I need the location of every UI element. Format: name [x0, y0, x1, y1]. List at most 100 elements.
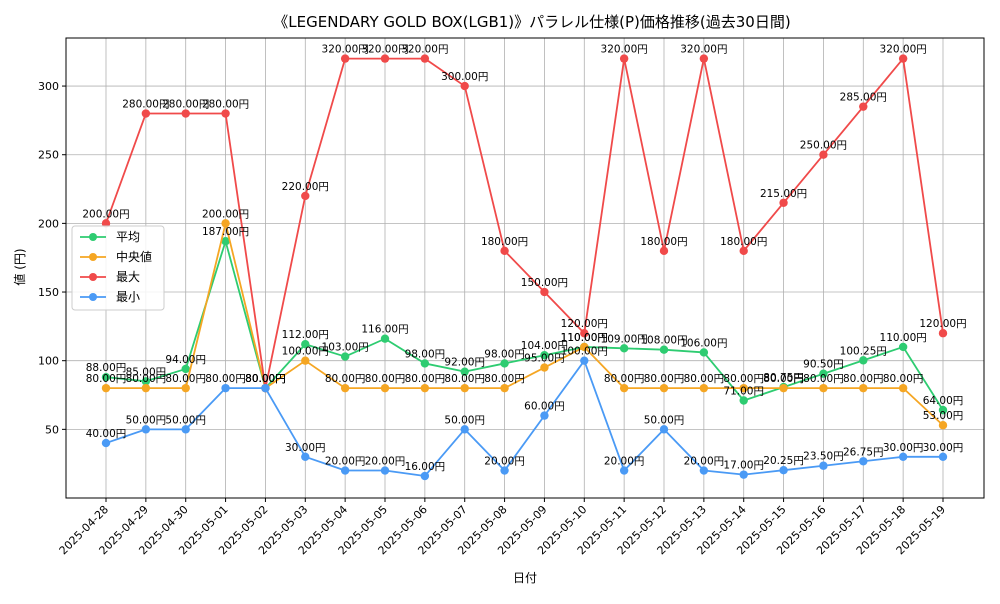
legend-marker — [89, 273, 97, 281]
data-point — [619, 466, 629, 475]
data-point — [898, 383, 908, 393]
data-label: 80.00円 — [604, 373, 645, 385]
data-label: 80.00円 — [245, 373, 286, 385]
data-point — [580, 329, 589, 338]
legend-label: 最小 — [116, 290, 140, 304]
data-point — [101, 438, 111, 448]
data-label: 100.00円 — [282, 346, 329, 358]
data-point — [181, 364, 190, 374]
data-label: 85.00円 — [126, 366, 167, 378]
data-point — [699, 466, 709, 475]
data-point — [659, 246, 669, 256]
data-label: 215.00円 — [760, 188, 807, 200]
data-point — [301, 191, 310, 201]
data-label: 53.00円 — [923, 410, 964, 422]
data-label: 320.00円 — [601, 44, 648, 56]
data-point — [859, 102, 868, 111]
data-label: 100.00円 — [561, 346, 608, 358]
y-tick-label: 250 — [38, 149, 59, 162]
data-point — [340, 54, 350, 63]
data-point — [141, 109, 151, 118]
data-point — [540, 287, 549, 297]
data-label: 20.00円 — [365, 456, 406, 468]
data-point — [898, 54, 908, 63]
data-point — [141, 383, 151, 393]
data-label: 92.00円 — [444, 357, 485, 369]
data-label: 187.00円 — [202, 226, 249, 238]
chart-title: 《LEGENDARY GOLD BOX(LGB1)》パラレル仕様(P)価格推移(… — [273, 13, 790, 31]
data-point — [380, 466, 390, 475]
data-point — [739, 383, 748, 393]
data-label: 80.00円 — [684, 373, 725, 385]
data-point — [181, 425, 190, 434]
data-point — [420, 471, 430, 481]
data-label: 150.00円 — [521, 277, 568, 289]
data-point — [540, 363, 549, 372]
series-layer — [101, 54, 948, 481]
data-point — [619, 383, 629, 393]
data-label: 285.00円 — [840, 92, 887, 104]
data-point — [340, 466, 350, 475]
data-label: 60.00円 — [524, 401, 565, 413]
data-point — [181, 109, 190, 118]
data-point — [699, 383, 709, 393]
data-point — [301, 452, 310, 462]
data-label: 80.00円 — [484, 373, 525, 385]
data-point — [898, 452, 908, 462]
data-label: 80.00円 — [205, 373, 246, 385]
legend-marker — [89, 293, 97, 301]
data-point — [659, 345, 669, 354]
data-label: 180.00円 — [481, 236, 528, 248]
data-label: 16.00円 — [405, 461, 446, 473]
data-label: 80.00円 — [86, 373, 127, 385]
data-label: 109.00円 — [601, 333, 648, 345]
data-point — [779, 465, 788, 475]
data-label: 80.00円 — [165, 373, 206, 385]
data-label: 320.00円 — [361, 44, 408, 56]
data-label: 80.00円 — [444, 373, 485, 385]
data-label: 20.00円 — [484, 456, 525, 468]
data-label: 80.00円 — [723, 373, 764, 385]
data-point — [938, 329, 948, 338]
data-point — [141, 425, 151, 434]
data-label: 90.50円 — [803, 359, 844, 371]
data-label: 80.00円 — [245, 373, 286, 385]
data-label: 80.00円 — [763, 373, 804, 385]
data-point — [619, 54, 629, 63]
data-point — [221, 219, 230, 228]
data-label: 80.00円 — [843, 373, 884, 385]
data-point — [859, 356, 868, 365]
data-point — [500, 383, 509, 393]
data-label: 112.00円 — [282, 329, 329, 341]
y-tick-label: 100 — [38, 355, 59, 368]
data-label: 180.00円 — [720, 236, 767, 248]
data-label: 108.00円 — [640, 335, 687, 347]
data-point — [898, 342, 908, 352]
data-point — [141, 377, 151, 386]
data-label: 320.00円 — [322, 44, 369, 56]
data-label: 110.00円 — [561, 332, 608, 344]
data-label: 320.00円 — [680, 44, 727, 56]
data-label: 23.50円 — [803, 451, 844, 463]
data-label: 80.00円 — [644, 373, 685, 385]
data-point — [540, 350, 549, 360]
data-point — [301, 340, 310, 349]
data-label: 80.00円 — [126, 373, 167, 385]
data-point — [819, 150, 828, 159]
data-label: 71.00円 — [723, 386, 764, 398]
data-labels: 88.00円 85.00円94.00円187.00円80.00円112.00円10… — [82, 44, 966, 473]
data-point — [938, 452, 948, 462]
legend-marker — [89, 253, 97, 261]
legend-label: 平均 — [116, 230, 140, 244]
data-point — [938, 421, 948, 430]
grid — [66, 38, 984, 498]
data-point — [221, 237, 230, 246]
series-line-3 — [105, 359, 943, 477]
data-label: 95.00円 — [524, 353, 565, 365]
data-point — [340, 352, 350, 361]
data-point — [500, 359, 509, 368]
data-point — [420, 359, 430, 368]
data-point — [659, 383, 669, 393]
y-tick-label: 50 — [45, 423, 59, 436]
data-label: 30.00円 — [923, 442, 964, 454]
